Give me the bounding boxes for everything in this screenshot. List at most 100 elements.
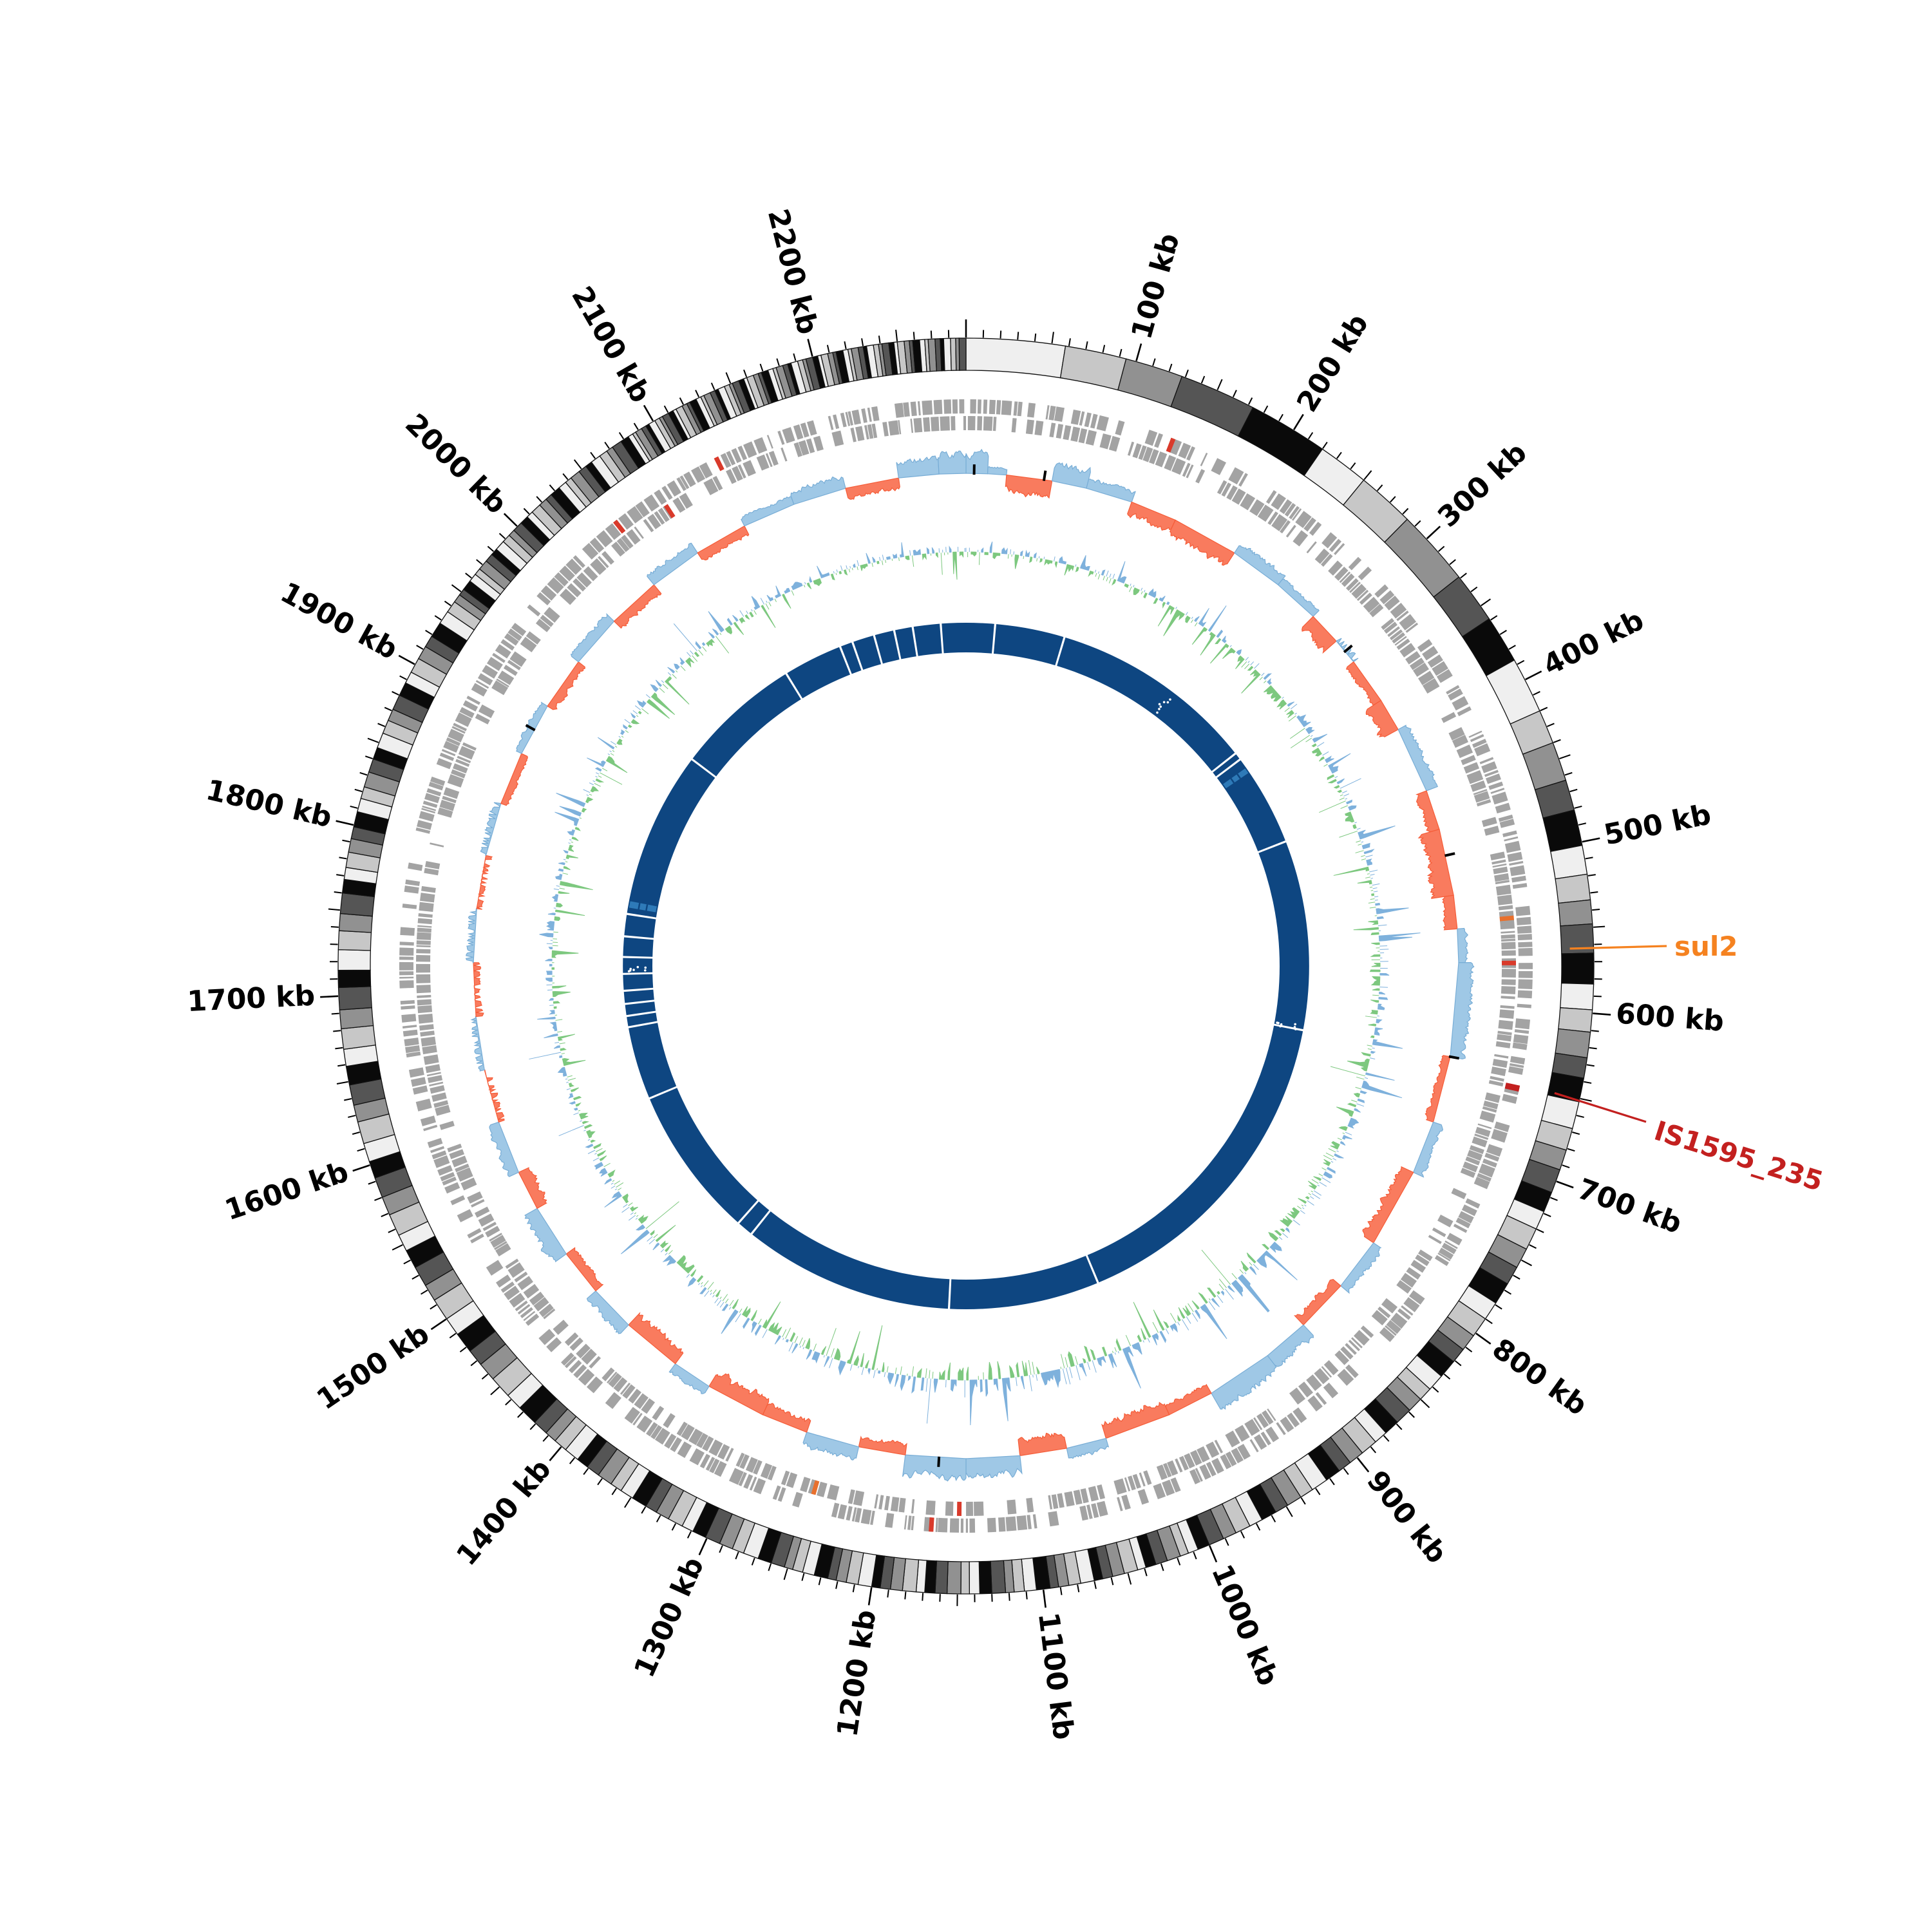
gc-above-average	[899, 542, 904, 558]
tick-label: 1300 kb	[628, 1552, 710, 1682]
gene-block	[731, 448, 742, 464]
gene-block	[696, 1433, 708, 1448]
coverage-speckle	[643, 969, 647, 972]
gc-below-average	[1333, 866, 1370, 876]
gene-block	[1314, 548, 1330, 564]
gc-above-average	[701, 641, 706, 647]
gc-below-average	[694, 651, 700, 658]
tick-minor	[359, 772, 368, 776]
gc-above-average	[635, 1224, 646, 1231]
gene-block	[1434, 1255, 1449, 1266]
gene-block	[478, 704, 495, 719]
gene-block	[1405, 622, 1419, 633]
gene-block	[1149, 449, 1159, 464]
gene-block	[1494, 1121, 1510, 1133]
gene-block	[546, 1337, 562, 1352]
skew-positive-run	[802, 1432, 860, 1461]
coverage-arc	[623, 623, 966, 1309]
gc-below-average	[1305, 737, 1312, 743]
gene-block	[420, 1115, 437, 1126]
gene-block	[443, 787, 460, 799]
gene-block	[1501, 950, 1516, 956]
gene-block	[430, 776, 446, 786]
coverage-light-segment	[1223, 768, 1249, 789]
skew-negative-run	[1416, 790, 1440, 833]
tick-minor	[339, 857, 347, 860]
gc-above-average	[1041, 1368, 1061, 1388]
gc-above-average	[931, 547, 935, 554]
gene-block	[1415, 1254, 1430, 1266]
tick-minor	[1034, 333, 1037, 341]
gene-block	[490, 1235, 506, 1248]
gc-below-average	[625, 730, 629, 733]
gene-block	[1479, 757, 1494, 764]
gc-below-average	[1274, 1230, 1282, 1236]
gene-block	[1179, 1455, 1189, 1471]
gc-below-average	[630, 719, 640, 724]
gene-block	[1484, 826, 1500, 836]
gc-below-average	[1101, 1347, 1108, 1357]
gene-block	[922, 400, 933, 415]
gene-block	[1369, 603, 1384, 618]
gc-below-average	[598, 775, 602, 778]
gc-above-average	[1058, 556, 1067, 565]
gene-block	[827, 1484, 840, 1501]
gene-block	[627, 506, 643, 524]
tick-minor	[818, 1577, 822, 1586]
gene-block	[1438, 1247, 1454, 1260]
gene-block	[1155, 451, 1168, 468]
gene-block	[967, 416, 976, 431]
gc-below-average	[659, 687, 665, 693]
contig-band	[1059, 345, 1127, 391]
gc-below-average	[1014, 554, 1019, 569]
gene-block	[969, 1518, 976, 1533]
gene-block	[1079, 1505, 1089, 1521]
gc-below-average	[636, 715, 639, 717]
gc-below-average	[1188, 1303, 1194, 1312]
gene-block	[1495, 884, 1511, 896]
skew-negative-run	[697, 525, 750, 561]
gc-below-average	[1370, 1009, 1378, 1015]
gene-block	[509, 1293, 526, 1308]
tick-minor	[1389, 496, 1396, 503]
gene-block	[573, 1364, 587, 1379]
gene-block	[399, 980, 414, 989]
gc-above-average	[604, 1178, 612, 1185]
skew-positive-run	[524, 1208, 567, 1263]
gc-below-average	[645, 1201, 679, 1229]
gc-below-average	[1319, 800, 1346, 813]
gc-below-average	[1106, 576, 1108, 582]
gene-block	[538, 1329, 556, 1345]
gc-above-average	[1133, 585, 1135, 587]
coverage-gap	[690, 758, 717, 779]
gc-below-average	[1352, 824, 1357, 829]
gene-block	[1154, 433, 1163, 448]
gene-block	[1271, 514, 1288, 531]
gene-block	[1167, 1460, 1179, 1476]
gene-block	[1497, 1034, 1512, 1042]
tick-minor	[374, 1197, 383, 1201]
gene-block	[667, 480, 681, 497]
gene-block	[1406, 1267, 1421, 1280]
gc-above-average	[1019, 550, 1023, 556]
gc-below-average	[820, 1346, 827, 1356]
gc-below-average	[799, 1337, 803, 1345]
tick-minor	[470, 1360, 478, 1367]
skew-positive-run	[1277, 578, 1320, 618]
gc-above-average	[1334, 776, 1338, 779]
tick-minor	[1584, 1081, 1592, 1084]
tick-minor	[656, 1515, 661, 1522]
gc-above-average	[1366, 858, 1373, 866]
contig-band	[1555, 873, 1591, 904]
gc-above-average	[611, 1185, 616, 1189]
gc-below-average	[900, 1366, 902, 1375]
gene-block	[654, 511, 665, 525]
skew-positive-run	[1066, 1437, 1110, 1459]
gene-block	[408, 1067, 424, 1078]
contig-band	[978, 1560, 992, 1595]
gene-block	[453, 723, 467, 732]
skew-negative-run	[708, 1373, 770, 1416]
gc-below-average	[935, 552, 938, 558]
gene-block	[1469, 1145, 1484, 1155]
gc-above-average	[1015, 1377, 1018, 1387]
